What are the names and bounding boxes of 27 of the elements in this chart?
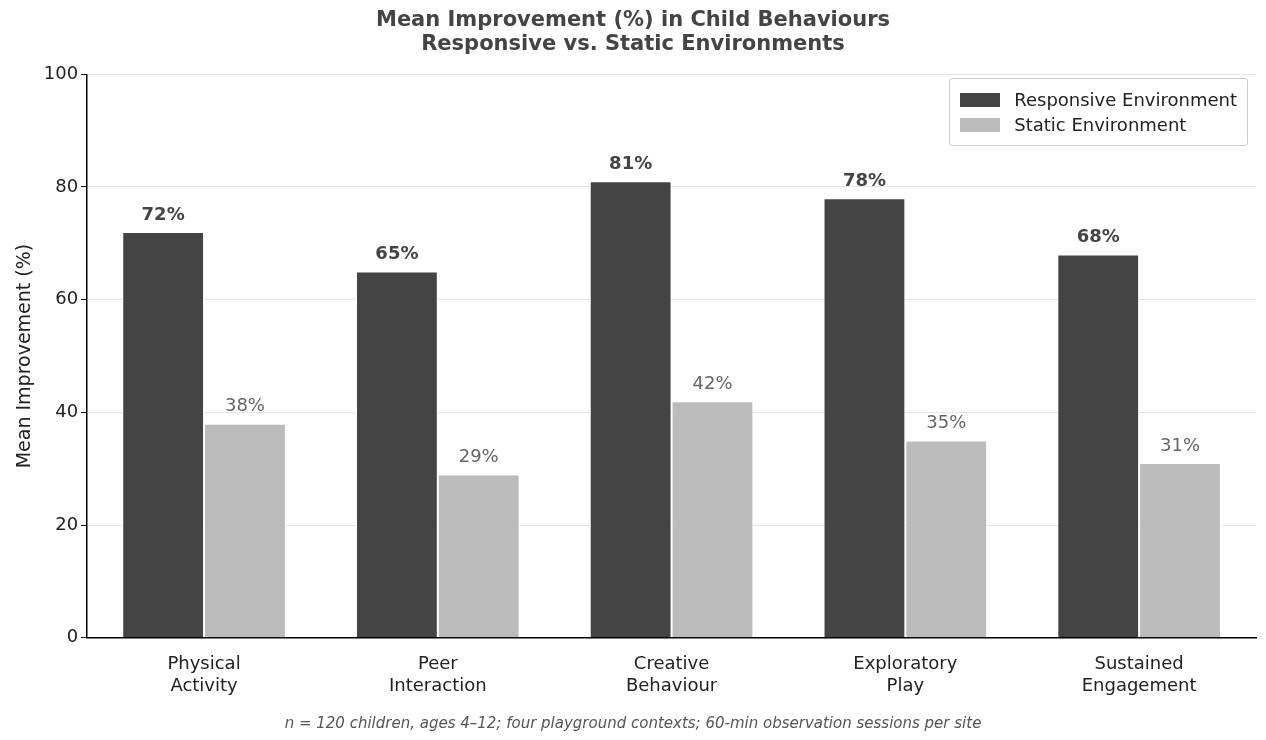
chart-subtitle: Responsive vs. Static Environments — [421, 30, 845, 55]
y-tick-label: 100 — [43, 61, 79, 83]
text: n = 120 children, ages 4–12; four playground contexts; 60-min observation sessions per site — [283, 714, 983, 732]
y-tick-label: 0 — [66, 625, 79, 647]
data-label: 78% — [842, 168, 886, 190]
data-label: 72% — [141, 202, 185, 224]
data-label: 68% — [1076, 225, 1120, 247]
data-label: 65% — [375, 242, 419, 264]
y-tick-label: 80 — [55, 174, 79, 196]
legend-label: Responsive Environment — [1014, 89, 1237, 111]
x-tick-label: Creative Behaviour — [625, 652, 718, 695]
data-label: 31% — [1160, 433, 1201, 455]
legend-label: Static Environment — [1014, 114, 1187, 136]
x-tick-label: Sustained Engagement — [1081, 652, 1197, 695]
data-label: 42% — [692, 371, 733, 393]
y-axis-title: Mean Improvement (%) — [12, 243, 35, 469]
data-label: 29% — [458, 445, 499, 467]
data-label: 81% — [609, 152, 653, 174]
y-tick-label: 20 — [55, 512, 79, 534]
x-tick-label: Exploratory Play — [853, 652, 958, 695]
x-tick-label: Peer Interaction — [388, 652, 487, 695]
y-tick-label: 60 — [55, 287, 79, 309]
data-label: 38% — [224, 394, 265, 416]
chart-title: Mean Improvement (%) in Child Behaviours — [375, 6, 891, 31]
data-label: 35% — [926, 411, 967, 433]
y-tick-label: 40 — [55, 400, 79, 422]
x-tick-label: Physical Activity — [167, 652, 241, 695]
